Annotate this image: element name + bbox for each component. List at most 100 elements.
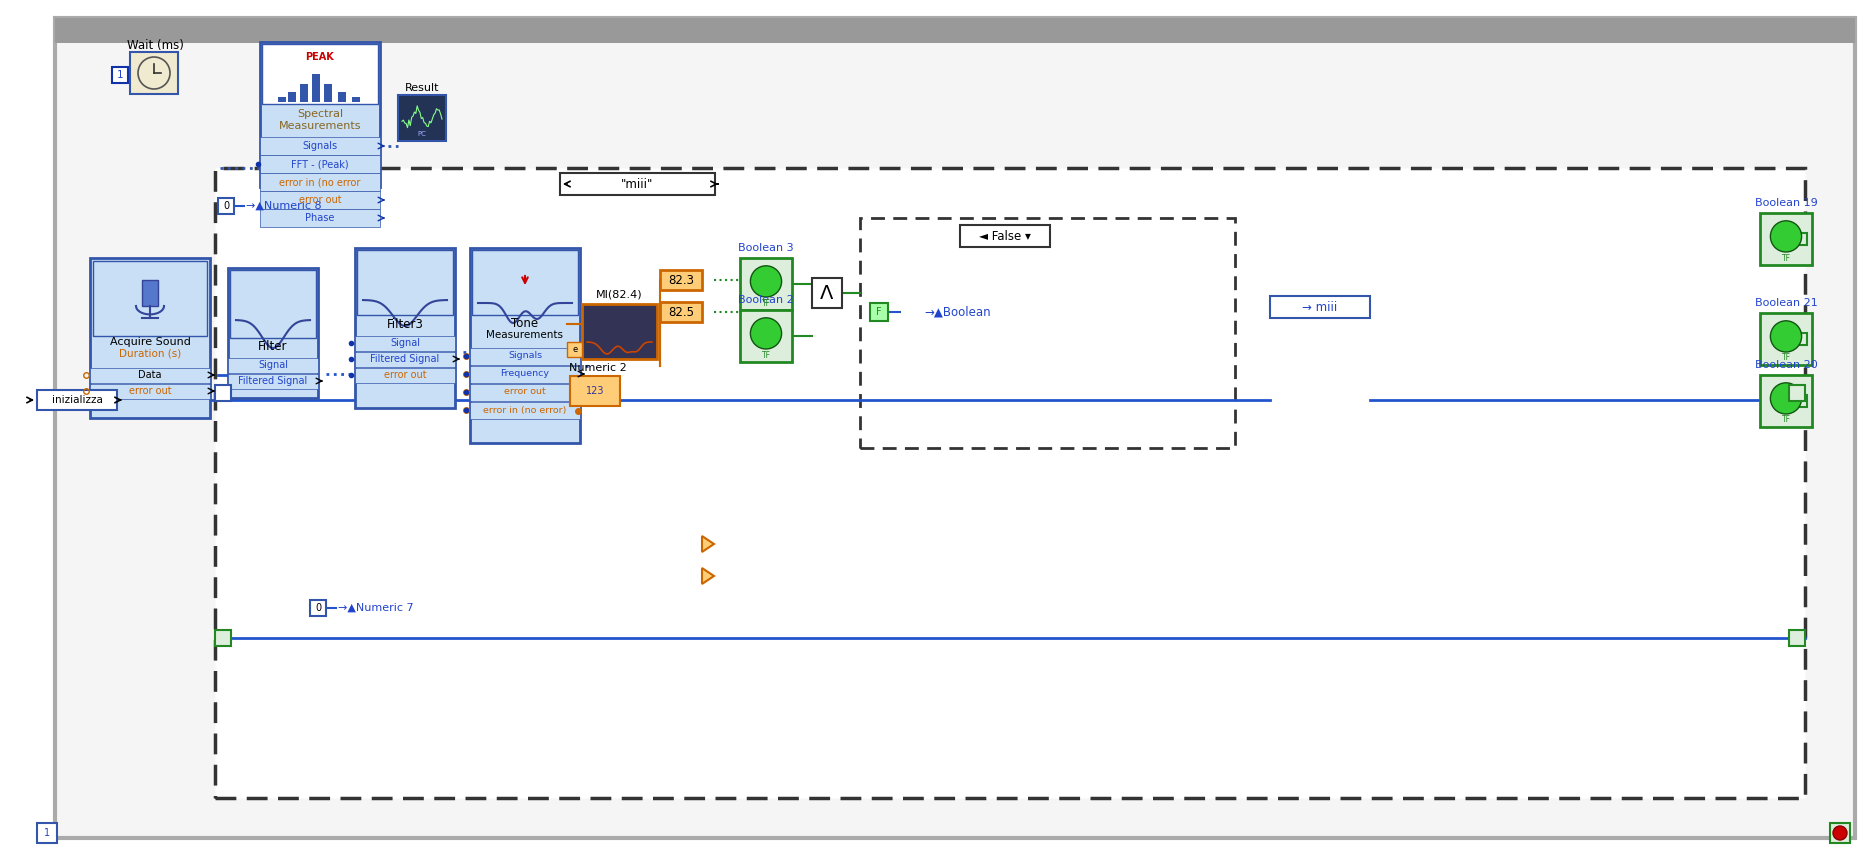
Bar <box>215 168 1804 798</box>
Text: error out: error out <box>298 195 341 205</box>
Text: error out: error out <box>384 370 425 380</box>
Text: Duration (s): Duration (s) <box>118 349 182 359</box>
Text: Filtered Signal: Filtered Signal <box>238 376 307 386</box>
Text: TF: TF <box>1781 415 1789 425</box>
Text: PC: PC <box>418 131 427 137</box>
Bar <box>470 248 579 443</box>
Bar <box>309 600 326 616</box>
Bar <box>260 173 380 191</box>
Text: Measurements: Measurements <box>279 121 361 131</box>
Bar <box>337 92 347 102</box>
Text: 1: 1 <box>43 828 51 838</box>
Text: Filtered Signal: Filtered Signal <box>371 354 440 364</box>
Bar <box>354 352 455 367</box>
Bar <box>311 74 320 102</box>
Text: →▲Boolean: →▲Boolean <box>923 306 991 318</box>
Text: Filter3: Filter3 <box>386 318 423 330</box>
Bar <box>217 198 234 214</box>
Bar <box>354 248 455 408</box>
Bar <box>354 368 455 383</box>
Text: Filter: Filter <box>258 340 288 353</box>
Text: error out: error out <box>129 386 170 396</box>
Bar <box>94 261 206 336</box>
Text: Wait (ms): Wait (ms) <box>127 39 184 51</box>
Text: 0: 0 <box>223 201 229 211</box>
Bar <box>324 84 332 102</box>
Bar <box>112 67 127 83</box>
Bar <box>1796 233 1806 245</box>
Bar <box>1759 313 1811 365</box>
Bar <box>260 42 380 187</box>
Bar <box>142 280 157 306</box>
Bar <box>397 95 446 141</box>
Polygon shape <box>702 536 714 552</box>
Bar <box>260 209 380 227</box>
Text: error in (no error: error in (no error <box>279 177 360 187</box>
Bar <box>959 225 1049 247</box>
Bar <box>1796 395 1806 407</box>
Bar <box>869 303 888 321</box>
Text: Spectral: Spectral <box>296 109 343 119</box>
Circle shape <box>1832 826 1847 840</box>
Bar <box>260 155 380 173</box>
Bar <box>1759 213 1811 265</box>
Bar <box>129 52 178 94</box>
Circle shape <box>1770 383 1800 414</box>
Text: 123: 123 <box>586 386 603 396</box>
Bar <box>659 270 702 290</box>
Text: Boolean 19: Boolean 19 <box>1753 198 1817 208</box>
Bar <box>1759 375 1811 427</box>
Circle shape <box>749 318 781 349</box>
Bar <box>229 268 318 398</box>
Circle shape <box>749 266 781 297</box>
Bar <box>90 384 210 399</box>
Bar <box>215 385 230 401</box>
Bar <box>37 390 116 410</box>
Text: Λ: Λ <box>820 283 833 302</box>
Text: MI(82.4): MI(82.4) <box>596 289 642 299</box>
Text: Tone: Tone <box>511 317 538 330</box>
Text: Measurements: Measurements <box>487 330 564 340</box>
Text: Result: Result <box>405 83 438 93</box>
Bar <box>277 97 287 102</box>
Bar <box>860 218 1234 448</box>
Text: →▲Numeric 7: →▲Numeric 7 <box>337 603 414 613</box>
Bar <box>740 258 792 310</box>
Bar <box>740 310 792 362</box>
Text: Signals: Signals <box>508 352 541 360</box>
Bar <box>1789 630 1804 646</box>
Text: PEAK: PEAK <box>305 52 333 62</box>
Text: inizializza: inizializza <box>52 395 103 405</box>
Bar <box>583 304 657 359</box>
Text: 82.3: 82.3 <box>667 274 693 287</box>
Bar <box>300 84 307 102</box>
Bar <box>1270 296 1369 318</box>
Text: TF: TF <box>760 350 770 360</box>
Text: Signals: Signals <box>302 141 337 151</box>
Text: Frequency: Frequency <box>500 370 549 378</box>
Bar <box>470 384 579 401</box>
Text: "miii": "miii" <box>622 177 654 191</box>
Bar <box>470 348 579 365</box>
Bar <box>568 342 583 357</box>
Bar <box>358 250 453 315</box>
Bar <box>260 191 380 209</box>
Text: TF: TF <box>760 299 770 307</box>
Text: FFT - (Peak): FFT - (Peak) <box>290 159 348 169</box>
Bar <box>230 270 317 338</box>
Bar <box>229 358 318 373</box>
Text: e: e <box>571 344 577 354</box>
Bar <box>470 402 579 419</box>
Bar <box>262 44 378 104</box>
Text: Signal: Signal <box>390 338 420 348</box>
Bar <box>352 97 360 102</box>
Text: 1: 1 <box>116 70 124 80</box>
Bar <box>90 258 210 418</box>
Bar <box>1789 385 1804 401</box>
Text: Data: Data <box>139 370 161 380</box>
Circle shape <box>1770 321 1800 352</box>
Bar <box>569 376 620 406</box>
Text: TF: TF <box>1781 354 1789 362</box>
Text: ◄ False ▾: ◄ False ▾ <box>978 229 1030 242</box>
Bar <box>1796 333 1806 345</box>
